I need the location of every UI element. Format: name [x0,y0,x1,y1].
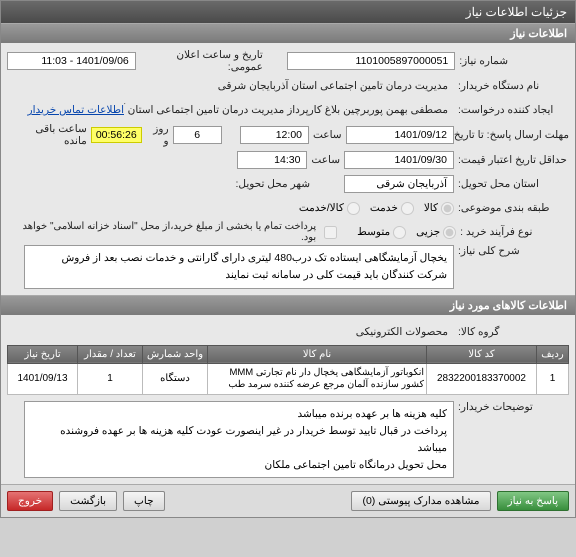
footer: پاسخ به نیاز مشاهده مدارک پیوستی (0) چاپ… [1,484,575,517]
th-date: تاریخ نیاز [8,345,78,363]
row-goods-group: گروه کالا: محصولات الکترونیکی [7,321,569,343]
row-creator: ایجاد کننده درخواست: مصطفی بهمن پوربرچین… [7,99,569,121]
val-province: آذربایجان شرقی [344,175,454,193]
row-desc: شرح کلی نیاز: یخچال آزمایشگاهی ایستاده ت… [7,245,569,289]
lbl-partial: پرداخت تمام یا بخشی از مبلغ خرید،از محل … [7,221,320,243]
th-code: کد کالا [427,345,537,363]
btn-print[interactable]: چاپ [123,491,165,511]
lbl-goods-group: گروه کالا: [454,326,569,338]
cell-unit: دستگاه [143,363,208,395]
lbl-time1: ساعت [309,129,346,141]
val-deadline-date: 1401/09/12 [346,126,454,144]
val-price-time: 14:30 [237,151,307,169]
lbl-price-valid: حداقل تاریخ اعتبار قیمت: [454,154,569,166]
radio-subject-goods[interactable]: کالا [424,202,454,215]
row-deadline: مهلت ارسال پاسخ: تا تاریخ: 1401/09/12 سا… [7,123,569,147]
radio-input-goods[interactable] [441,202,454,215]
cell-date: 1401/09/13 [8,363,78,395]
val-creator: مصطفی بهمن پوربرچین بلاغ کارپرداز مدیریت… [124,102,454,118]
section-need-info: اطلاعات نیاز [1,23,575,43]
spacer [171,491,346,511]
row-device: نام دستگاه خریدار: مدیریت درمان تامین اج… [7,75,569,97]
lbl-deadline: مهلت ارسال پاسخ: تا تاریخ: [454,129,569,141]
btn-attachments[interactable]: مشاهده مدارک پیوستی (0) [351,491,490,511]
radio-input-medium[interactable] [393,226,406,239]
lbl-city: شهر محل تحویل: [231,178,314,190]
form-area: شماره نیاز: 1101005897000051 تاریخ و ساع… [1,43,575,295]
window-title: جزئیات اطلاعات نیاز [466,5,567,19]
th-name: نام کالا [208,345,427,363]
lbl-buyer-notes: توضیحات خریدار: [454,401,569,413]
radio-input-minor[interactable] [443,226,456,239]
lbl-need-no: شماره نیاز: [455,55,569,67]
table-row[interactable]: 1 2832200183370002 انکوباتور آزمایشگاهی … [8,363,569,395]
val-price-date: 1401/09/30 [344,151,454,169]
row-subject: طبقه بندی موضوعی: کالا خدمت کالا/خدمت [7,197,569,219]
row-need-no: شماره نیاز: 1101005897000051 تاریخ و ساع… [7,49,569,73]
btn-back[interactable]: بازگشت [59,491,117,511]
val-device: مدیریت درمان تامین اجتماعی استان آذربایج… [212,78,454,94]
chk-partial-pay[interactable] [324,226,337,239]
cell-name: انکوباتور آزمایشگاهی یخچال دار نام تجارت… [208,363,427,395]
window: جزئیات اطلاعات نیاز اطلاعات نیاز شماره ن… [0,0,576,518]
cell-code: 2832200183370002 [427,363,537,395]
val-goods-group: محصولات الکترونیکی [350,324,454,340]
titlebar: جزئیات اطلاعات نیاز [1,1,575,23]
th-qty: تعداد / مقدار [78,345,143,363]
lbl-subject: طبقه بندی موضوعی: [454,202,569,214]
radio-purchase-medium[interactable]: متوسط [357,226,406,239]
btn-exit[interactable]: خروج [7,491,53,511]
lbl-desc: شرح کلی نیاز: [454,245,569,257]
row-buyer-notes: توضیحات خریدار: کلیه هزینه ها بر عهده بر… [7,401,569,478]
cell-qty: 1 [78,363,143,395]
val-need-no: 1101005897000051 [287,52,455,70]
table-header-row: ردیف کد کالا نام کالا واحد شمارش تعداد /… [8,345,569,363]
radio-input-both[interactable] [347,202,360,215]
radio-subject: کالا خدمت کالا/خدمت [299,202,454,215]
val-days-remain: 6 [173,126,222,144]
goods-area: گروه کالا: محصولات الکترونیکی ردیف کد کا… [1,315,575,485]
val-announce-dt: 1401/09/06 - 11:03 [7,52,136,70]
lbl-days-suffix: روز و [142,123,173,147]
lbl-hours-suffix: ساعت باقی مانده [7,123,91,147]
th-unit: واحد شمارش [143,345,208,363]
btn-respond[interactable]: پاسخ به نیاز [497,491,569,511]
val-deadline-time: 12:00 [240,126,309,144]
val-desc: یخچال آزمایشگاهی ایستاده تک درب480 لیتری… [24,245,454,289]
th-idx: ردیف [537,345,569,363]
row-province: استان محل تحویل: آذربایجان شرقی شهر محل … [7,173,569,195]
lbl-device: نام دستگاه خریدار: [454,80,569,92]
row-purchase: نوع فرآیند خرید : جزیی متوسط پرداخت تمام… [7,221,569,243]
lbl-time2: ساعت [307,154,344,166]
radio-input-service[interactable] [401,202,414,215]
countdown: 00:56:26 [91,127,142,143]
row-price-valid: حداقل تاریخ اعتبار قیمت: 1401/09/30 ساعت… [7,149,569,171]
goods-table: ردیف کد کالا نام کالا واحد شمارش تعداد /… [7,345,569,396]
radio-subject-both[interactable]: کالا/خدمت [299,202,360,215]
val-buyer-notes: کلیه هزینه ها بر عهده برنده میباشد پرداخ… [24,401,454,478]
lbl-creator: ایجاد کننده درخواست: [454,104,569,116]
radio-purchase: جزیی متوسط [357,226,456,239]
lbl-province: استان محل تحویل: [454,178,569,190]
section-goods: اطلاعات کالاهای مورد نیاز [1,295,575,315]
radio-purchase-minor[interactable]: جزیی [416,226,456,239]
lbl-announce-dt: تاریخ و ساعت اعلان عمومی: [136,49,267,73]
radio-subject-service[interactable]: خدمت [370,202,414,215]
cell-idx: 1 [537,363,569,395]
lbl-purchase: نوع فرآیند خرید : [456,226,569,238]
partial-pay-wrap: پرداخت تمام یا بخشی از مبلغ خرید،از محل … [7,221,337,243]
link-contact[interactable]: اطلاعات تماس خریدار [28,104,124,116]
